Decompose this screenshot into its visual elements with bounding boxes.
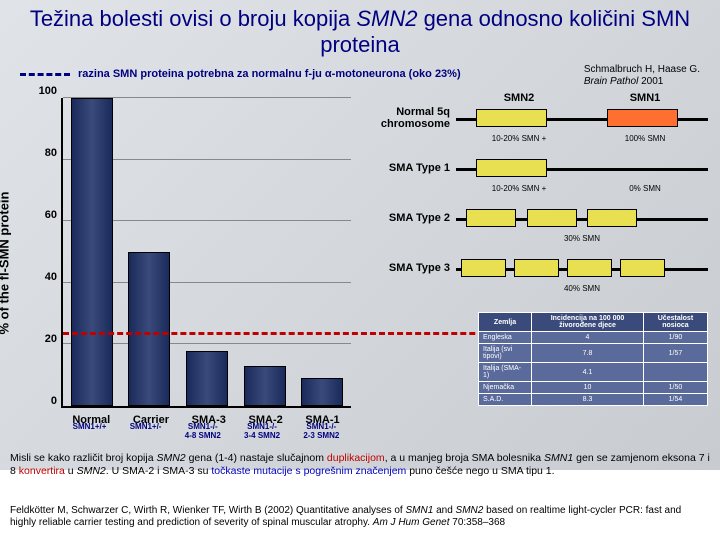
- bar-sma2: [244, 366, 286, 406]
- citation-top: Schmalbruch H, Haase G. Brain Pathol 200…: [584, 64, 700, 88]
- bar-sma3: [186, 351, 228, 406]
- gene-row-sma2: SMA Type 2: [368, 204, 708, 232]
- bars: [63, 98, 351, 406]
- footnote-2: Feldkötter M, Schwarzer C, Wirth R, Wien…: [10, 505, 710, 529]
- bar-normal: [71, 98, 113, 406]
- page-title: Težina bolesti ovisi o broju kopija SMN2…: [0, 0, 720, 60]
- bar-sma1: [301, 378, 343, 406]
- y-axis: 0 20 40 60 80 100: [36, 98, 61, 408]
- gene-row-sma3: SMA Type 3: [368, 254, 708, 282]
- legend-text: razina SMN proteina potrebna za normalnu…: [78, 68, 461, 80]
- incidence-table: ZemljaIncidencija na 100 000 živorođene …: [478, 312, 708, 406]
- bar-chart: % of the fl-SMN protein 0 20 40 60 80 10…: [6, 88, 356, 438]
- gene-row-sma1: SMA Type 1: [368, 154, 708, 182]
- bar-carrier: [128, 252, 170, 406]
- y-axis-label: % of the fl-SMN protein: [0, 192, 12, 335]
- x-sublabels: SMN1+/+ SMN1+/- SMN1-/-4-8 SMN2 SMN1-/-3…: [61, 422, 351, 440]
- slide-body: Težina bolesti ovisi o broju kopija SMN2…: [0, 0, 720, 470]
- dash-icon: [20, 73, 70, 76]
- gene-row-normal: Normal 5q chromosome: [368, 104, 708, 132]
- gene-header: SMN2SMN1: [456, 92, 708, 104]
- plot-area: [61, 98, 351, 408]
- footnote-1: Misli se kako različit broj kopija SMN2 …: [10, 452, 710, 478]
- gene-diagram: SMN2SMN1 Normal 5q chromosome 10-20% SMN…: [368, 92, 708, 304]
